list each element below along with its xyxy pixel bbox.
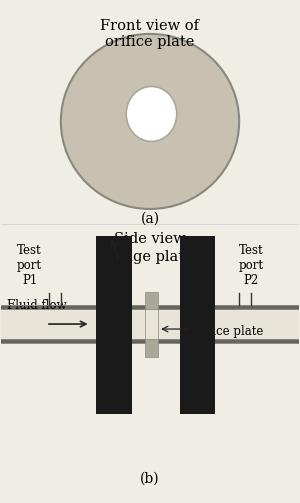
Text: Test
port
P2: Test port P2 [238,243,264,287]
Text: Side view: Side view [114,232,186,246]
Bar [2,339,298,343]
Ellipse shape [126,87,177,141]
Bar [97,236,132,414]
Ellipse shape [61,34,239,209]
Bar [2,309,298,339]
Bar [145,309,158,339]
Bar [145,339,158,357]
Text: Test
port
P1: Test port P1 [17,243,42,287]
Bar [2,305,298,309]
Text: Front view of
orifice plate: Front view of orifice plate [100,19,200,49]
Text: Fluid flow: Fluid flow [7,298,67,311]
Text: Flange plates: Flange plates [100,249,200,264]
Bar [180,236,215,414]
Text: (b): (b) [140,472,160,486]
Text: (a): (a) [140,212,160,226]
Bar [145,292,158,309]
Text: Orifice plate: Orifice plate [189,325,263,338]
